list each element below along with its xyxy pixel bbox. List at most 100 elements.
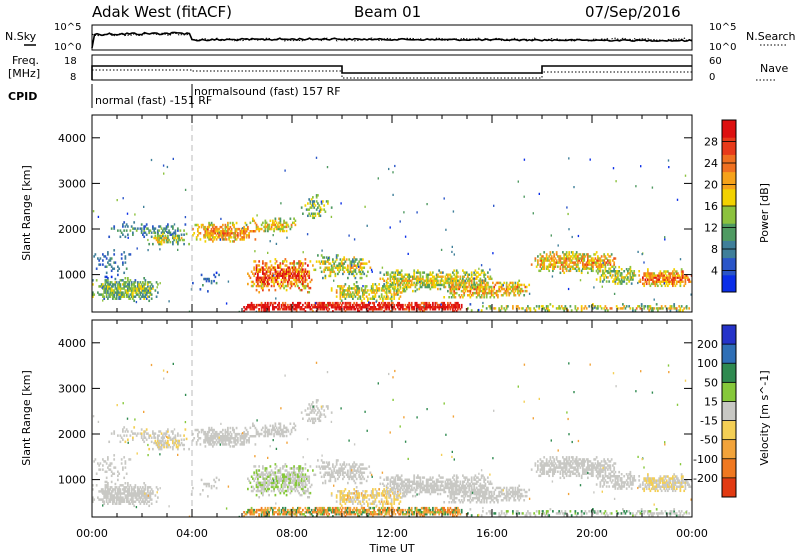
- power-cell: [312, 214, 314, 218]
- power-cell: [174, 229, 177, 232]
- power-cell: [299, 274, 302, 278]
- velocity-cell: [307, 407, 309, 410]
- power-cell: [233, 234, 235, 237]
- power-cell: [442, 308, 444, 311]
- power-cell: [120, 257, 123, 260]
- power-cell: [455, 303, 458, 307]
- power-cell: [479, 285, 482, 289]
- power-cell: [383, 303, 386, 307]
- power-cell: [419, 279, 422, 283]
- power-cell: [169, 240, 172, 244]
- velocity-cell: [289, 477, 292, 480]
- power-cell: [330, 268, 333, 272]
- power-cell: [474, 277, 477, 281]
- velocity-cell: [272, 485, 274, 489]
- power-cell: [142, 295, 144, 298]
- power-cell: [457, 275, 459, 278]
- power-cell: [532, 212, 534, 215]
- power-cell: [668, 278, 671, 281]
- power-cell: [610, 253, 613, 256]
- power-cell: [568, 259, 571, 262]
- power-cell: [345, 295, 348, 298]
- power-cell: [349, 303, 352, 307]
- power-cell: [564, 257, 567, 260]
- power-cell: [557, 307, 559, 310]
- power-cell: [615, 276, 618, 279]
- velocity-cell: [178, 443, 180, 447]
- power-cell: [204, 232, 207, 235]
- power-cell: [359, 264, 362, 267]
- power-cell: [227, 225, 229, 229]
- power-cell: [405, 308, 408, 311]
- power-cell: [609, 261, 612, 264]
- power-cell: [650, 307, 653, 310]
- velocity-cell: [262, 426, 264, 430]
- power-cell: [612, 265, 614, 268]
- power-cell: [484, 291, 487, 295]
- power-cell: [498, 287, 501, 291]
- power-cell: [650, 274, 653, 277]
- velocity-cell: [108, 488, 111, 491]
- power-cell: [330, 306, 333, 309]
- velocity-cell: [297, 479, 299, 483]
- power-cell: [492, 294, 494, 297]
- station-title: Adak West (fitACF): [92, 3, 232, 21]
- power-cell: [344, 260, 347, 263]
- freq-panel: Freq. [MHz] 18 8 60 0 Nave: [8, 54, 788, 83]
- power-cell: [287, 268, 289, 271]
- power-cell: [264, 272, 267, 275]
- power-cell: [392, 281, 394, 285]
- power-cell: [492, 252, 494, 255]
- power-cell: [274, 306, 277, 309]
- power-cell: [294, 272, 297, 275]
- power-cell: [304, 278, 307, 282]
- velocity-cell: [274, 475, 277, 478]
- power-cell: [355, 287, 358, 290]
- power-cell: [132, 295, 134, 298]
- power-cell: [545, 257, 548, 260]
- power-cell: [140, 227, 143, 230]
- power-cell: [352, 297, 354, 300]
- power-cell: [144, 281, 147, 284]
- power-cell: [245, 306, 248, 309]
- power-cell: [135, 289, 138, 292]
- velocity-cell: [268, 481, 270, 485]
- velocity-cell: [134, 484, 137, 487]
- power-cell: [264, 303, 267, 307]
- power-cell: [439, 287, 442, 291]
- velocity-cell: [292, 426, 294, 430]
- power-cell: [284, 272, 287, 275]
- velocity-cell: [125, 496, 128, 499]
- power-cell: [447, 303, 449, 307]
- velocity-cell: [235, 439, 238, 442]
- power-cell: [110, 265, 113, 268]
- cpid-label: CPID: [8, 90, 37, 103]
- power-cell: [430, 279, 433, 283]
- power-cell: [360, 287, 363, 290]
- velocity-cell: [115, 496, 118, 499]
- power-cell: [458, 306, 461, 309]
- velocity-cell: [265, 489, 268, 493]
- power-cell: [209, 223, 212, 227]
- power-cell: [297, 272, 299, 275]
- power-cell: [109, 281, 112, 284]
- power-cell: [454, 291, 457, 295]
- power-cell: [450, 277, 453, 281]
- power-cell: [343, 291, 346, 294]
- power-cell: [130, 285, 133, 288]
- power-cell: [208, 277, 210, 281]
- velocity-cell: [270, 481, 273, 485]
- power-cell: [178, 236, 180, 240]
- power-cell: [328, 308, 331, 311]
- power-cell: [282, 303, 284, 307]
- power-cell: [428, 301, 431, 305]
- power-cell: [668, 307, 671, 310]
- power-cell: [600, 255, 603, 258]
- power-cell: [657, 280, 659, 283]
- power-cell: [270, 223, 273, 227]
- power-cell: [668, 282, 671, 286]
- velocity-cell: [150, 498, 153, 501]
- power-cell: [480, 289, 483, 293]
- power-cell: [613, 270, 616, 273]
- power-cell: [394, 283, 397, 286]
